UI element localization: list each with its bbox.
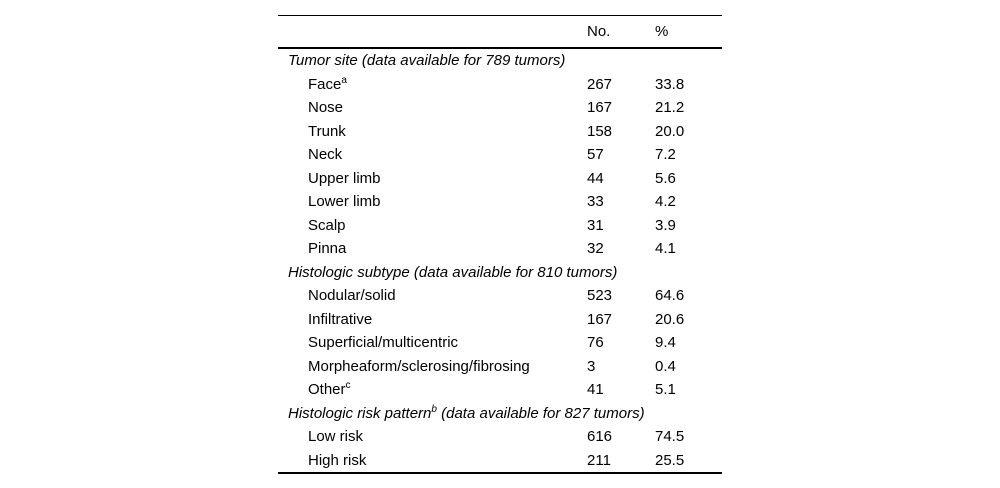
column-header-pct: % [655, 23, 669, 40]
column-header-no: No. [587, 23, 611, 40]
row-label-text: High risk [308, 451, 367, 469]
row-label: Scalp [278, 218, 587, 233]
row-label-text: Other [308, 381, 346, 399]
table-row-upper-limb: Upper limb 44 5.6 [278, 167, 722, 191]
row-no-value: 44 [587, 169, 604, 187]
row-label: Facea [278, 74, 587, 93]
table-row-pinna: Pinna 32 4.1 [278, 237, 722, 261]
row-label-text: Superficial/multicentric [308, 334, 459, 352]
table-header-rule [278, 47, 722, 49]
row-no-value: 32 [587, 240, 604, 258]
row-label: Nose [278, 100, 587, 115]
table-row-lower-limb: Lower limb 33 4.2 [278, 190, 722, 214]
row-label: Trunk [278, 124, 587, 139]
row-label-text: Scalp [308, 216, 346, 234]
row-pct-value: 0.4 [655, 357, 676, 375]
table-row-morpheaform: Morpheaform/sclerosing/fibrosing 3 0.4 [278, 355, 722, 379]
row-label: Infiltrative [278, 312, 587, 327]
table-row-face: Facea 267 33.8 [278, 73, 722, 97]
section-header-text: Histologic subtype [288, 263, 410, 281]
row-no-value: 167 [587, 310, 613, 328]
row-label-text: Face [308, 75, 342, 93]
row-no-value: 267 [587, 75, 613, 93]
section-header-text: Tumor site [288, 52, 358, 70]
row-label: Otherc [278, 380, 587, 399]
row-label: Morpheaform/sclerosing/fibrosing [278, 359, 587, 374]
row-label: Superficial/multicentric [278, 335, 587, 350]
row-no-value: 616 [587, 428, 613, 446]
row-pct-value: 7.2 [655, 146, 676, 164]
row-label-text: Morpheaform/sclerosing/fibrosing [308, 357, 530, 375]
row-label-text: Neck [308, 146, 343, 164]
table-row-superficial-multicentric: Superficial/multicentric 76 9.4 [278, 331, 722, 355]
table-row-nodular-solid: Nodular/solid 523 64.6 [278, 284, 722, 308]
row-pct-value: 33.8 [655, 75, 685, 93]
row-pct-value: 5.6 [655, 169, 676, 187]
row-no-value: 31 [587, 216, 604, 234]
section-header-label: Histologic risk patternb (data available… [278, 403, 722, 422]
row-label-text: Nose [308, 99, 344, 117]
section-header-histologic-risk-pattern: Histologic risk patternb (data available… [278, 402, 722, 426]
row-no-value: 211 [587, 451, 611, 469]
row-label: Lower limb [278, 194, 587, 209]
row-no-value: 523 [587, 287, 613, 305]
row-pct-value: 4.1 [655, 240, 676, 258]
row-pct-value: 3.9 [655, 216, 676, 234]
row-pct-value: 4.2 [655, 193, 676, 211]
table-row-infiltrative: Infiltrative 167 20.6 [278, 308, 722, 332]
row-label-text: Nodular/solid [308, 287, 396, 305]
row-no-value: 76 [587, 334, 604, 352]
section-header-note: (data available for 827 tumors) [436, 404, 645, 422]
section-header-histologic-subtype: Histologic subtype (data available for 8… [278, 261, 722, 285]
row-no-value: 3 [587, 357, 596, 375]
table-row-nose: Nose 167 21.2 [278, 96, 722, 120]
row-pct-value: 5.1 [655, 381, 676, 399]
row-label-superscript: c [345, 380, 351, 392]
row-no-value: 167 [587, 99, 613, 117]
row-pct-value: 20.0 [655, 122, 685, 140]
row-no-value: 33 [587, 193, 604, 211]
row-label: Pinna [278, 241, 587, 256]
row-no-value: 41 [587, 381, 604, 399]
section-header-label: Histologic subtype (data available for 8… [278, 265, 722, 280]
table-row-neck: Neck 57 7.2 [278, 143, 722, 167]
table-header-row: No. % [278, 16, 722, 47]
section-header-text: Histologic risk pattern [288, 404, 432, 422]
row-no-value: 57 [587, 146, 604, 164]
row-label: Neck [278, 147, 587, 162]
section-header-note: (data available for 810 tumors) [409, 263, 618, 281]
table-row-other: Otherc 41 5.1 [278, 378, 722, 402]
table-row-high-risk: High risk 211 25.5 [278, 449, 722, 473]
row-label-superscript: a [341, 74, 347, 86]
row-pct-value: 20.6 [655, 310, 685, 328]
table-row-low-risk: Low risk 616 74.5 [278, 425, 722, 449]
row-pct-value: 25.5 [655, 451, 685, 469]
row-label: Upper limb [278, 171, 587, 186]
table-row-scalp: Scalp 31 3.9 [278, 214, 722, 238]
row-pct-value: 74.5 [655, 428, 685, 446]
section-header-note: (data available for 789 tumors) [357, 52, 566, 70]
row-label-text: Low risk [308, 428, 364, 446]
row-pct-value: 9.4 [655, 334, 676, 352]
row-label: Low risk [278, 429, 587, 444]
row-label-text: Infiltrative [308, 310, 373, 328]
section-header-label: Tumor site (data available for 789 tumor… [278, 53, 722, 68]
row-label-text: Lower limb [308, 193, 381, 211]
table-bottom-rule [278, 472, 722, 474]
table-top-rule [278, 15, 722, 16]
row-label-text: Upper limb [308, 169, 381, 187]
section-header-tumor-site: Tumor site (data available for 789 tumor… [278, 49, 722, 73]
row-label-text: Pinna [308, 240, 347, 258]
row-pct-value: 64.6 [655, 287, 685, 305]
row-no-value: 158 [587, 122, 613, 140]
row-pct-value: 21.2 [655, 99, 685, 117]
row-label: High risk [278, 453, 587, 468]
table-row-trunk: Trunk 158 20.0 [278, 120, 722, 144]
section-header-superscript: b [431, 403, 437, 415]
row-label-text: Trunk [308, 122, 346, 140]
row-label: Nodular/solid [278, 288, 587, 303]
tumor-characteristics-table: No. % Tumor site (data available for 789… [278, 15, 722, 474]
